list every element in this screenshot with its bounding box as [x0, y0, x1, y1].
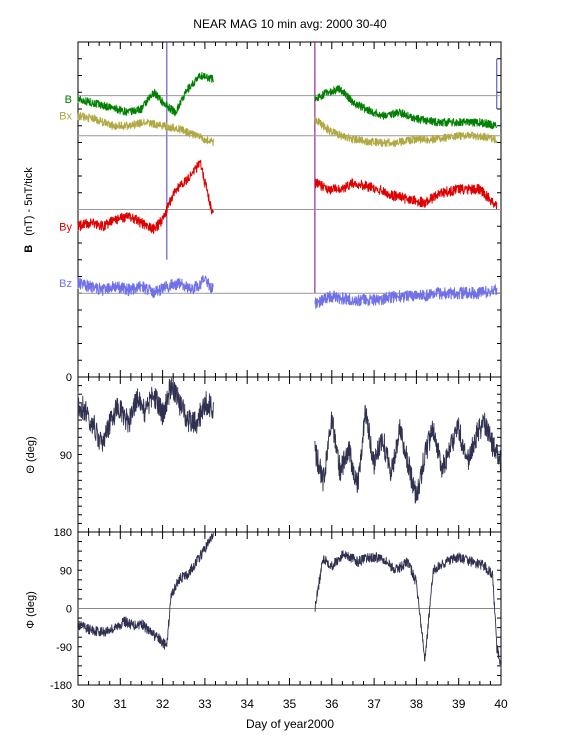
panel-phi-ytick-labels: 180 90 0 -90 -180 — [50, 527, 72, 692]
panel-theta: 90 Θ (deg) — [25, 376, 502, 533]
panel-theta-series — [77, 377, 502, 504]
phi-y-tick-label: -90 — [56, 642, 72, 654]
series-bz-segment-2 — [314, 284, 498, 309]
x-tick-label: 38 — [410, 697, 424, 711]
phi-y-tick-label: 90 — [60, 565, 72, 577]
panel-field-spikes — [166, 42, 498, 294]
x-tick-label: 32 — [156, 697, 170, 711]
x-tick-label: 30 — [71, 697, 85, 711]
series-bx-segment-2 — [314, 116, 498, 147]
x-tick-label: 39 — [452, 697, 466, 711]
panel-field-ylabel: B (nT) - 5nT/tick — [23, 167, 35, 253]
series-label-bx: Bx — [59, 111, 72, 123]
phi-series-segment-2 — [314, 550, 502, 669]
panel-field: B Bx By Bz 0 B (nT) - 5nT/tick — [23, 41, 502, 384]
panel-theta-ylabel: Θ (deg) — [25, 436, 37, 473]
x-tick-label: 40 — [494, 697, 508, 711]
x-tick-label: 31 — [114, 697, 128, 711]
theta-y-tick-90: 90 — [60, 450, 72, 462]
phi-series-segment-1 — [77, 531, 214, 650]
series-by-segment-2 — [314, 178, 498, 210]
x-tick-label: 33 — [198, 697, 212, 711]
series-label-b: B — [65, 94, 72, 106]
panel-field-series-labels: B Bx By Bz — [59, 94, 72, 290]
x-tick-label: 37 — [367, 697, 381, 711]
x-tick-label: 34 — [241, 697, 255, 711]
series-bx-segment-1 — [77, 112, 214, 147]
panel-field-ticks — [77, 41, 502, 378]
panel-phi-ylabel: Φ (deg) — [25, 591, 37, 629]
theta-series-segment-2 — [314, 404, 502, 504]
x-axis-tick-labels: 30 31 32 33 34 35 36 37 38 39 40 — [71, 697, 508, 711]
field-y-tick-zero: 0 — [66, 372, 72, 384]
x-axis-label: Day of year2000 — [246, 717, 334, 731]
phi-ylabel: Φ (deg) — [25, 591, 37, 629]
x-tick-label: 35 — [283, 697, 297, 711]
series-by-segment-1 — [77, 159, 214, 234]
svg-text:B (nT) - 5nT/tick: B (nT) - 5nT/tick — [23, 167, 35, 253]
series-b-segment-1 — [77, 72, 214, 117]
series-label-bz: Bz — [59, 278, 72, 290]
phi-y-tick-label: 180 — [54, 527, 72, 539]
series-label-by: By — [59, 221, 72, 233]
theta-series-segment-1 — [77, 377, 214, 452]
series-bz-segment-1 — [77, 275, 214, 299]
panel-field-series — [77, 72, 498, 309]
theta-ylabel: Θ (deg) — [25, 436, 37, 473]
field-ylabel-rest: (nT) - 5nT/tick — [23, 167, 35, 236]
x-tick-label: 36 — [325, 697, 339, 711]
panel-phi: 180 90 0 -90 -180 Φ (deg) — [25, 527, 502, 692]
field-ylabel-bold: B — [23, 245, 35, 253]
chart-title: NEAR MAG 10 min avg: 2000 30-40 — [193, 17, 387, 31]
series-b-segment-2 — [314, 85, 498, 130]
phi-y-tick-label: -180 — [50, 680, 72, 692]
phi-y-tick-label: 0 — [66, 604, 72, 616]
panel-phi-series — [77, 531, 502, 669]
